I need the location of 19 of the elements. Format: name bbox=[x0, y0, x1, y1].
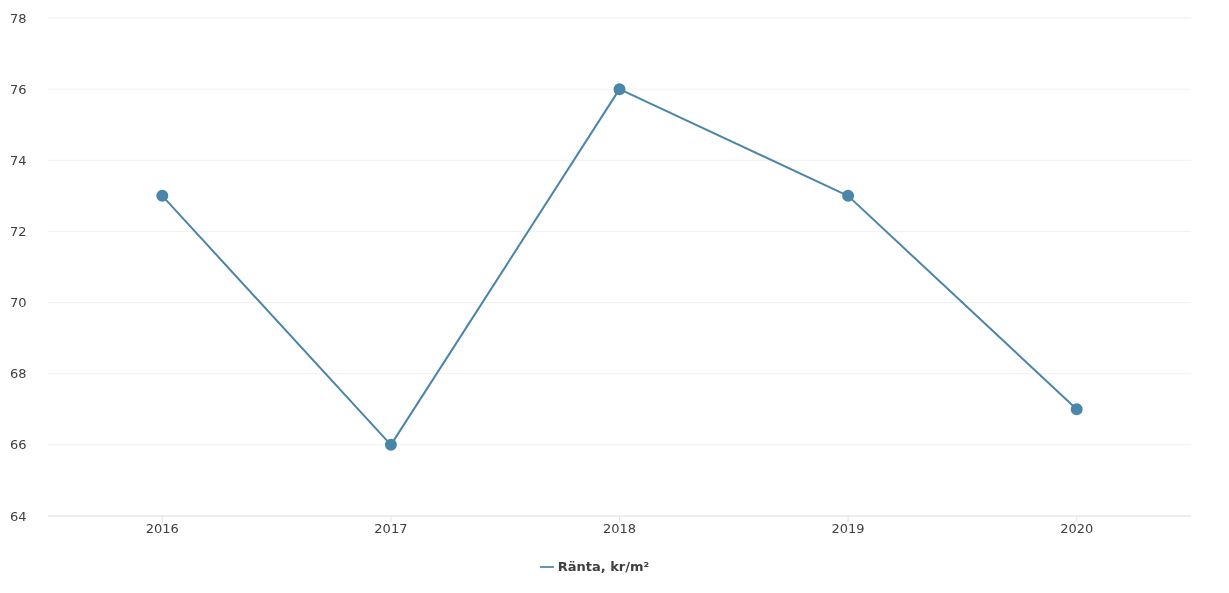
x-tick-label: 2017 bbox=[374, 521, 408, 537]
y-tick-label: 72 bbox=[10, 224, 27, 240]
y-tick-label: 64 bbox=[10, 508, 27, 524]
point bbox=[842, 189, 855, 202]
y-tick-label: 68 bbox=[10, 366, 27, 382]
x-tick-label: 2020 bbox=[1060, 521, 1094, 537]
point bbox=[384, 438, 397, 451]
y-tick-label: 70 bbox=[10, 295, 27, 311]
point bbox=[1070, 403, 1083, 416]
x-tick-label: 2018 bbox=[602, 521, 637, 537]
point bbox=[613, 83, 626, 96]
y-tick-label: 66 bbox=[10, 437, 27, 453]
y-tick-label: 76 bbox=[10, 81, 27, 97]
legend-label: Ränta, kr/m² bbox=[557, 559, 650, 574]
x-tick-label: 2016 bbox=[145, 521, 179, 537]
x-tick-label: 2019 bbox=[831, 521, 865, 537]
y-tick-label: 78 bbox=[10, 10, 27, 26]
point bbox=[156, 189, 169, 202]
y-tick-label: 74 bbox=[10, 152, 27, 168]
